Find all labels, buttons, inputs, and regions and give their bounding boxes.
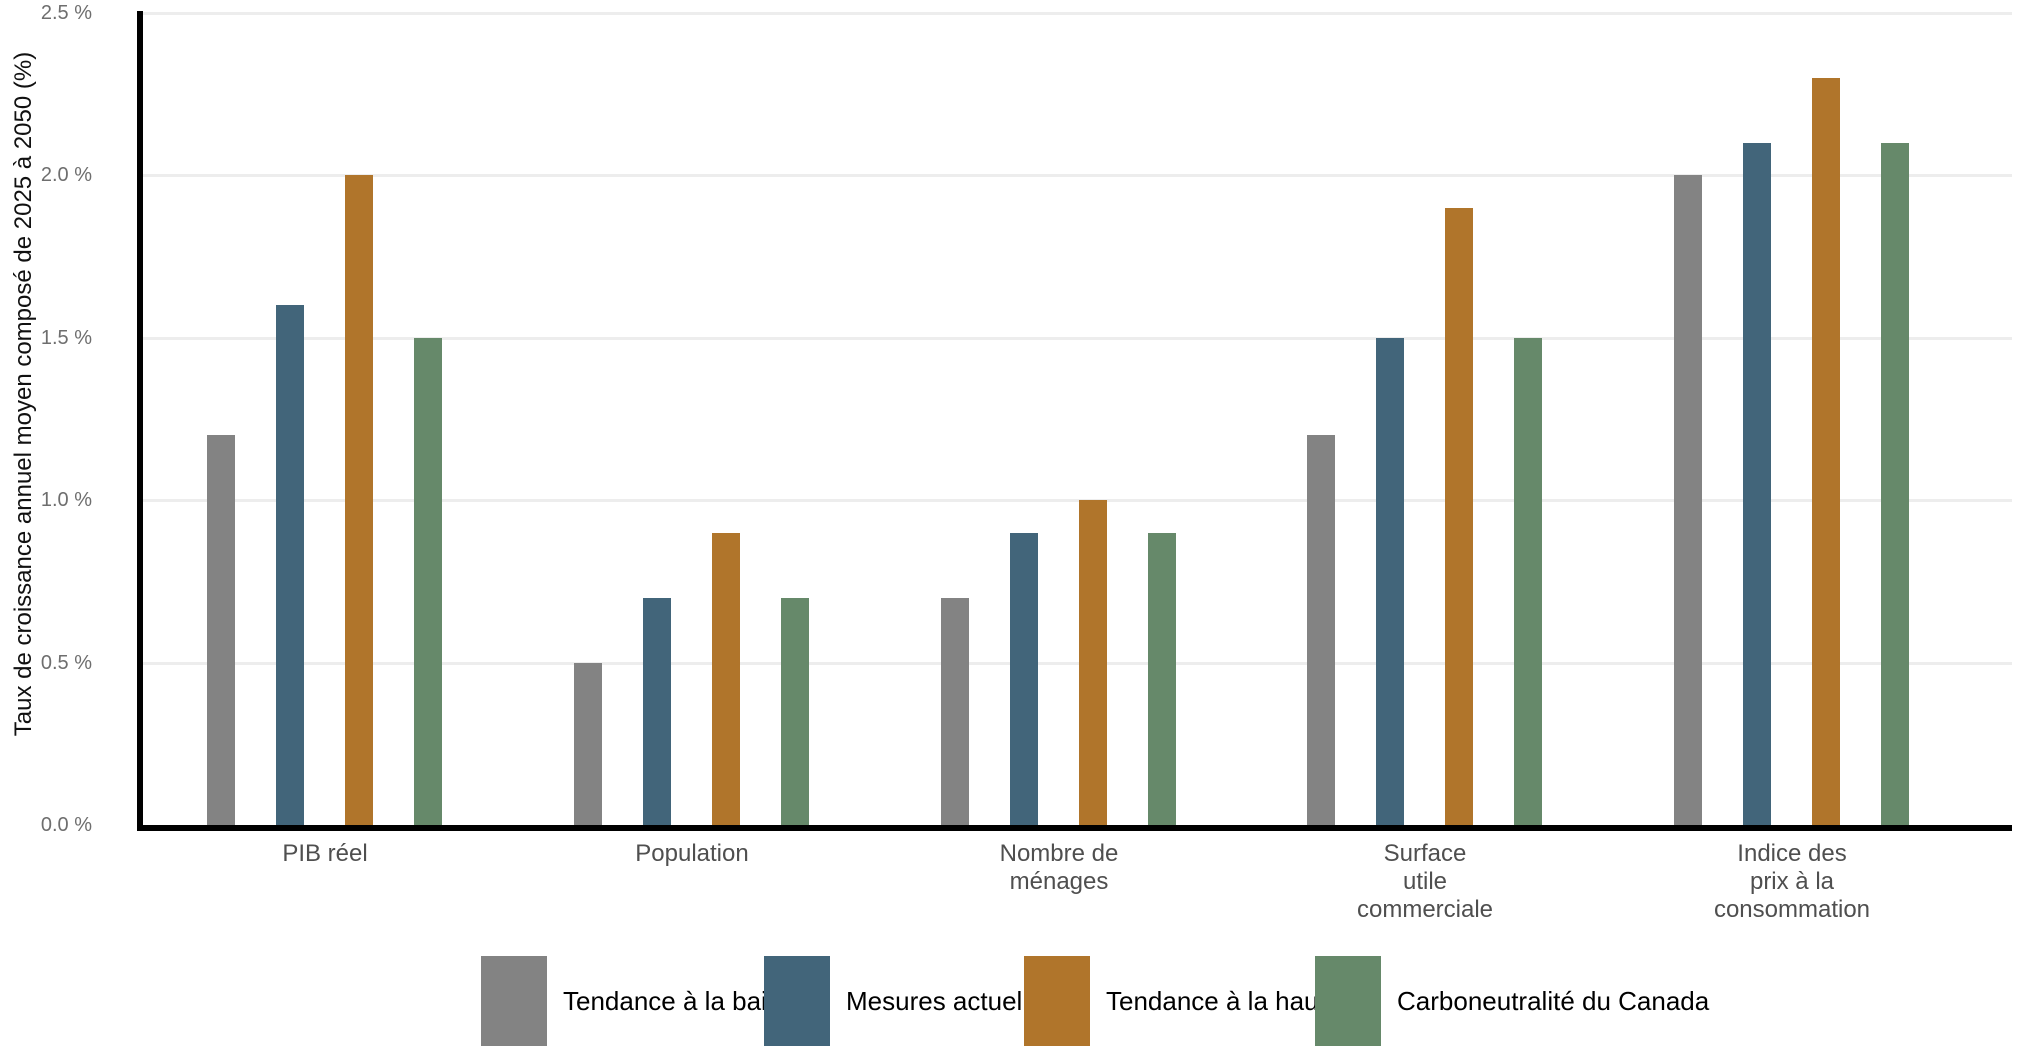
category-label: Nombre de ménages [999, 840, 1119, 895]
bar [574, 663, 602, 825]
category-label: Population [635, 840, 749, 867]
category-label: Surface utile commerciale [1356, 840, 1494, 923]
legend-item: Carboneutralité du Canada [1315, 956, 1709, 1046]
legend-item: Tendance à la baisse [481, 956, 807, 1046]
bar [1010, 533, 1038, 825]
y-tick-label: 1.0 % [40, 489, 92, 512]
gridline [140, 499, 2012, 503]
bar [1881, 143, 1909, 825]
legend-label: Carboneutralité du Canada [1397, 986, 1710, 1016]
bar [1376, 338, 1404, 825]
y-tick-label: 0.0 % [40, 814, 92, 836]
bar [712, 533, 740, 825]
bar [1445, 208, 1473, 825]
gridline [140, 336, 2012, 340]
y-axis-line [137, 11, 143, 831]
bar [941, 598, 969, 825]
y-tick-label: 1.5 % [40, 326, 92, 349]
legend-swatch [1315, 956, 1381, 1046]
bar [1674, 175, 1702, 825]
legend-label: Tendance à la baisse [563, 986, 808, 1016]
gridline [140, 12, 2012, 15]
bar [1307, 435, 1335, 825]
bar [1812, 78, 1840, 825]
legend-label: Tendance à la hausse [1106, 986, 1359, 1016]
legend-swatch [764, 956, 830, 1046]
bar [207, 435, 235, 825]
bar [1148, 533, 1176, 825]
bar [643, 598, 671, 825]
bar [1743, 143, 1771, 825]
legend-item: Mesures actuelles [764, 956, 1056, 1046]
bar [781, 598, 809, 825]
legend-swatch [1024, 956, 1090, 1046]
legend-item: Tendance à la hausse [1024, 956, 1359, 1046]
x-axis-line [137, 825, 2012, 831]
category-label: PIB réel [282, 840, 368, 867]
gridline [140, 174, 2012, 178]
legend-label: Mesures actuelles [846, 986, 1056, 1016]
category-label: Indice des prix à la consommation [1713, 840, 1871, 923]
bar [1514, 338, 1542, 825]
bar [276, 305, 304, 825]
y-tick-label: 0.5 % [40, 651, 92, 674]
y-tick-label: 2.0 % [40, 164, 92, 187]
legend-swatch [481, 956, 547, 1046]
gridline [140, 661, 2012, 665]
y-axis-title: Taux de croissance annuel moyen composé … [10, 51, 37, 737]
bar [1079, 500, 1107, 825]
y-tick-label: 2.5 % [40, 2, 92, 24]
bar [345, 175, 373, 825]
bar [414, 338, 442, 825]
